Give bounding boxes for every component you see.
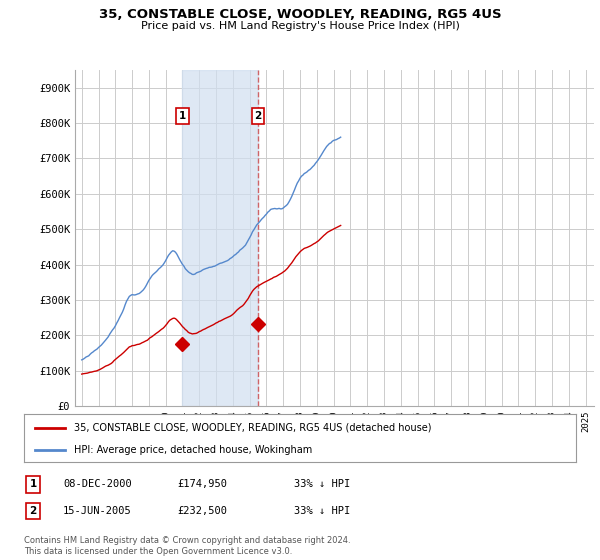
Text: 35, CONSTABLE CLOSE, WOODLEY, READING, RG5 4US (detached house): 35, CONSTABLE CLOSE, WOODLEY, READING, R… — [74, 423, 431, 433]
Bar — [182, 70, 258, 406]
Text: 1: 1 — [29, 479, 37, 489]
Text: 35, CONSTABLE CLOSE, WOODLEY, READING, RG5 4US: 35, CONSTABLE CLOSE, WOODLEY, READING, R… — [98, 8, 502, 21]
Text: HPI: Average price, detached house, Wokingham: HPI: Average price, detached house, Woki… — [74, 445, 312, 455]
Text: 1: 1 — [179, 111, 186, 121]
Text: 33% ↓ HPI: 33% ↓ HPI — [294, 479, 350, 489]
Text: 33% ↓ HPI: 33% ↓ HPI — [294, 506, 350, 516]
Text: 2: 2 — [254, 111, 262, 121]
Text: £174,950: £174,950 — [177, 479, 227, 489]
Text: Contains HM Land Registry data © Crown copyright and database right 2024.
This d: Contains HM Land Registry data © Crown c… — [24, 536, 350, 556]
Text: 2: 2 — [29, 506, 37, 516]
Text: £232,500: £232,500 — [177, 506, 227, 516]
Text: Price paid vs. HM Land Registry's House Price Index (HPI): Price paid vs. HM Land Registry's House … — [140, 21, 460, 31]
Text: 08-DEC-2000: 08-DEC-2000 — [63, 479, 132, 489]
Text: 15-JUN-2005: 15-JUN-2005 — [63, 506, 132, 516]
